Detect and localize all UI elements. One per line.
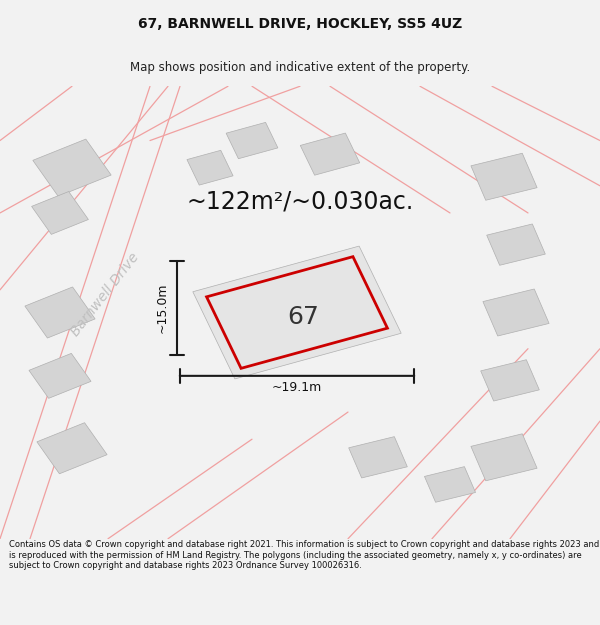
Text: ~19.1m: ~19.1m — [272, 381, 322, 394]
Polygon shape — [25, 287, 95, 338]
Polygon shape — [471, 153, 537, 200]
Polygon shape — [483, 289, 549, 336]
Text: ~15.0m: ~15.0m — [155, 282, 169, 333]
Polygon shape — [29, 353, 91, 398]
Polygon shape — [193, 246, 401, 379]
Polygon shape — [349, 437, 407, 478]
Text: 67, BARNWELL DRIVE, HOCKLEY, SS5 4UZ: 67, BARNWELL DRIVE, HOCKLEY, SS5 4UZ — [138, 17, 462, 31]
Polygon shape — [32, 191, 88, 234]
Polygon shape — [33, 139, 111, 196]
Polygon shape — [300, 133, 360, 175]
Polygon shape — [187, 150, 233, 185]
Text: Map shows position and indicative extent of the property.: Map shows position and indicative extent… — [130, 61, 470, 74]
Polygon shape — [37, 422, 107, 474]
Polygon shape — [471, 434, 537, 481]
Text: Barnwell Drive: Barnwell Drive — [68, 250, 142, 339]
Text: 67: 67 — [287, 305, 319, 329]
Polygon shape — [424, 467, 476, 502]
Polygon shape — [226, 122, 278, 159]
Text: ~122m²/~0.030ac.: ~122m²/~0.030ac. — [187, 189, 413, 214]
Text: Contains OS data © Crown copyright and database right 2021. This information is : Contains OS data © Crown copyright and d… — [9, 541, 599, 570]
Polygon shape — [481, 360, 539, 401]
Polygon shape — [487, 224, 545, 265]
